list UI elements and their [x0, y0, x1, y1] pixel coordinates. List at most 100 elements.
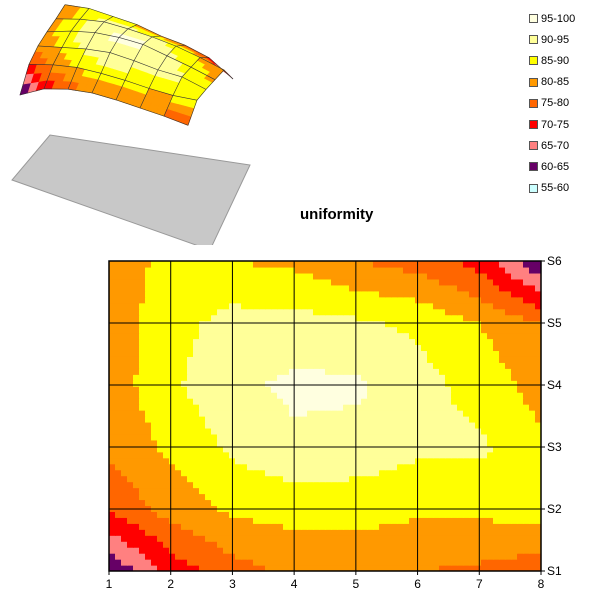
contour-cell: [133, 404, 140, 411]
contour-cell: [409, 559, 416, 566]
contour-cell: [235, 266, 242, 274]
contour-cell: [235, 499, 242, 507]
contour-cell: [469, 362, 476, 369]
contour-cell: [223, 565, 230, 571]
contour-cell: [145, 439, 152, 447]
contour-cell: [187, 284, 194, 292]
contour-cell: [385, 427, 392, 435]
contour-cell: [247, 493, 254, 501]
contour-cell: [301, 481, 308, 489]
contour-cell: [271, 302, 278, 310]
contour-cell: [511, 368, 518, 375]
contour-cell: [199, 272, 206, 280]
contour-cell: [421, 517, 428, 524]
contour-cell: [187, 481, 194, 489]
contour-cell: [433, 523, 440, 530]
contour-cell: [487, 326, 494, 334]
contour-cell: [439, 493, 446, 501]
contour-cell: [259, 404, 266, 411]
contour-cell: [403, 487, 410, 495]
contour-cell: [385, 374, 392, 381]
contour-cell: [211, 344, 218, 352]
contour-cell: [343, 380, 350, 387]
contour-cell: [145, 559, 152, 566]
contour-cell: [151, 433, 158, 441]
contour-cell: [325, 332, 332, 340]
contour-cell: [133, 374, 140, 381]
contour-cell: [535, 284, 541, 292]
contour-cell: [529, 362, 536, 369]
contour-cell: [307, 326, 314, 334]
contour-cell: [157, 469, 164, 477]
contour-cell: [271, 380, 278, 387]
contour-cell: [367, 278, 374, 286]
contour-cell: [505, 559, 512, 566]
contour-cell: [283, 374, 290, 381]
contour-cell: [463, 445, 470, 453]
contour-cell: [217, 541, 224, 548]
contour-cell: [133, 386, 140, 393]
contour-cell: [529, 398, 536, 405]
contour-cell: [433, 356, 440, 363]
contour-cell: [151, 451, 158, 459]
contour-cell: [157, 541, 164, 548]
contour-cell: [259, 523, 266, 530]
contour-cell: [127, 266, 134, 274]
contour-cell: [193, 392, 200, 399]
contour-cell: [433, 439, 440, 447]
contour-cell: [121, 421, 128, 429]
contour-cell: [163, 290, 170, 298]
contour-cell: [451, 266, 458, 274]
contour-cell: [373, 398, 380, 405]
contour-cell: [199, 523, 206, 530]
contour-cell: [475, 475, 482, 483]
contour-cell: [277, 541, 284, 548]
contour-cell: [265, 350, 272, 357]
contour-cell: [241, 344, 248, 352]
contour-cell: [355, 392, 362, 399]
contour-cell: [271, 445, 278, 453]
contour-cell: [517, 547, 524, 554]
contour-cell: [307, 445, 314, 453]
contour-cell: [493, 296, 500, 304]
contour-cell: [361, 445, 368, 453]
contour-cell: [199, 398, 206, 405]
contour-cell: [313, 416, 320, 423]
contour-cell: [289, 529, 296, 536]
contour-cell: [109, 314, 116, 322]
contour-cell: [217, 445, 224, 453]
contour-cell: [433, 487, 440, 495]
contour-cell: [217, 368, 224, 375]
contour-cell: [391, 356, 398, 363]
contour-cell: [145, 416, 152, 423]
contour-cell: [181, 326, 188, 334]
contour-cell: [163, 469, 170, 477]
contour-cell: [421, 493, 428, 501]
contour-cell: [235, 457, 242, 465]
contour-cell: [523, 475, 530, 483]
contour-cell: [409, 356, 416, 363]
contour-cell: [391, 433, 398, 441]
contour-cell: [439, 350, 446, 357]
contour-cell: [415, 392, 422, 399]
contour-cell: [289, 404, 296, 411]
contour-cell: [397, 445, 404, 453]
contour-cell: [163, 261, 170, 268]
contour-cell: [469, 493, 476, 501]
contour-cell: [277, 565, 284, 571]
contour-cell: [205, 332, 212, 340]
x-tick-label: 6: [414, 577, 421, 591]
contour-cell: [457, 523, 464, 530]
contour-cell: [241, 356, 248, 363]
contour-cell: [181, 535, 188, 542]
contour-cell: [331, 535, 338, 542]
contour-cell: [151, 487, 158, 495]
contour-cell: [361, 463, 368, 471]
contour-cell: [295, 398, 302, 405]
contour-cell: [421, 296, 428, 304]
contour-cell: [289, 421, 296, 429]
contour-cell: [523, 463, 530, 471]
contour-cell: [463, 404, 470, 411]
contour-cell: [259, 469, 266, 477]
contour-cell: [121, 529, 128, 536]
